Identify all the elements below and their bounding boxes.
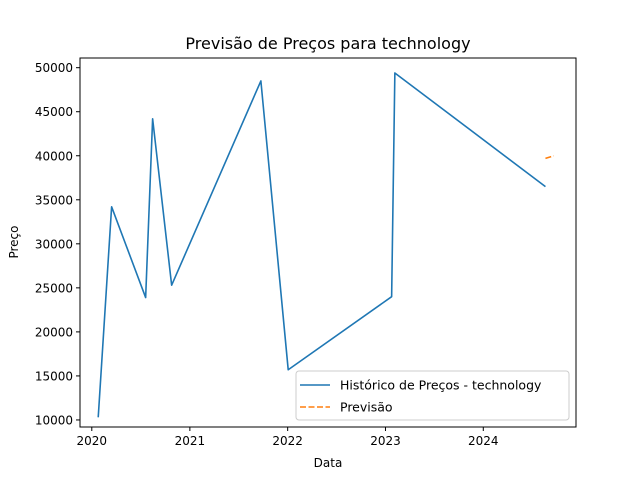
data-point-0-8 [393, 71, 396, 74]
data-point-0-4 [170, 284, 173, 287]
data-point-0-0 [97, 416, 100, 419]
legend-entry-1: Previsão [340, 400, 393, 415]
data-point-0-9 [544, 185, 547, 188]
y-tick-label-2: 20000 [35, 325, 73, 339]
plot-area [97, 71, 555, 419]
data-point-0-7 [390, 295, 393, 298]
x-axis-label: Data [314, 456, 343, 470]
y-tick-label-1: 15000 [35, 369, 73, 383]
data-point-1-1 [552, 154, 555, 157]
legend-box [295, 370, 570, 421]
x-tick-label-0: 2020 [77, 434, 108, 448]
data-point-0-1 [110, 205, 113, 208]
axes-frame [79, 57, 577, 428]
y-tick-label-7: 45000 [35, 105, 73, 119]
x-tick-label-1: 2021 [175, 434, 206, 448]
data-point-0-3 [151, 117, 154, 120]
x-tick-label-3: 2023 [370, 434, 401, 448]
x-axis: 2020 2021 2022 2023 2024 [77, 427, 499, 448]
legend-entry-0: Histórico de Preços - technology [340, 378, 542, 393]
data-point-0-6 [287, 368, 290, 371]
y-tick-label-5: 35000 [35, 193, 73, 207]
data-point-1-0 [544, 157, 547, 160]
x-tick-label-4: 2024 [468, 434, 499, 448]
series-line-1 [545, 154, 555, 160]
legend: Histórico de Preços - technology Previsão [295, 370, 570, 421]
y-tick-label-0: 10000 [35, 413, 73, 427]
y-tick-label-4: 30000 [35, 237, 73, 251]
y-tick-label-3: 25000 [35, 281, 73, 295]
y-tick-label-6: 40000 [35, 149, 73, 163]
x-tick-label-2: 2022 [272, 434, 303, 448]
data-point-0-5 [259, 79, 262, 82]
y-axis-label: Preço [7, 225, 21, 258]
data-point-0-2 [144, 296, 147, 299]
chart-title: Previsão de Preços para technology [185, 34, 470, 53]
y-tick-label-8: 50000 [35, 61, 73, 75]
series-line-0 [97, 72, 546, 418]
y-axis: 10000 15000 20000 25000 30000 35000 40000 45000… [35, 61, 80, 427]
